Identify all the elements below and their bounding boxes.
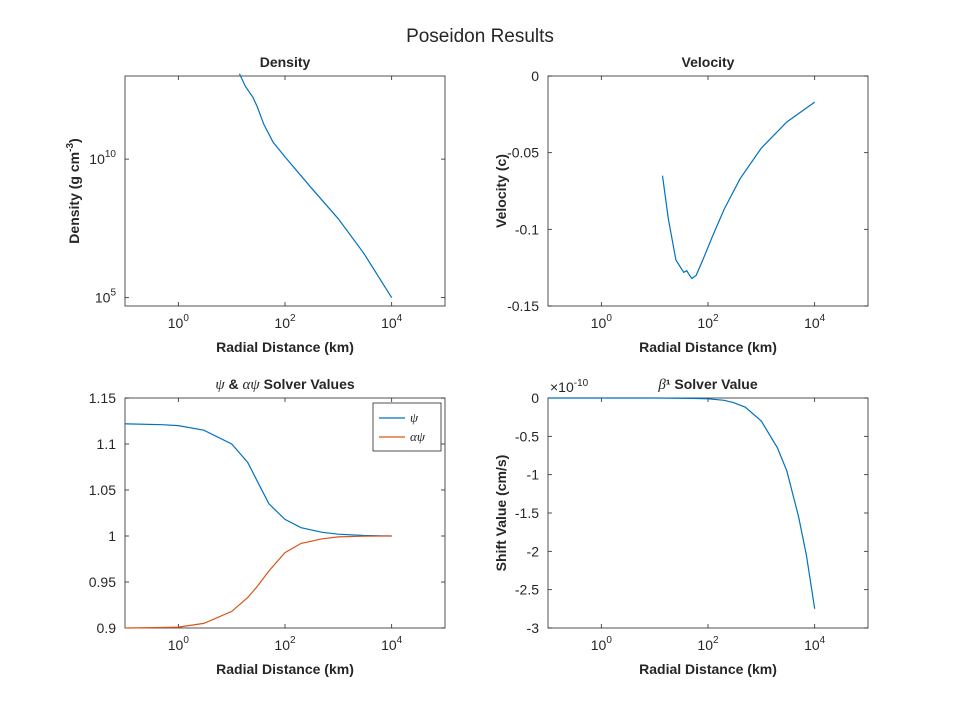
- y-tick-label: 1: [108, 528, 116, 544]
- subplot-solver-psi: 100 102 104 0.9 0.95 1 1.05 1.1 1.15 ψ & αψ Solve…: [89, 376, 446, 677]
- x-tick-label: 104: [381, 313, 403, 331]
- y-axis-label: Density (g cm-3): [65, 138, 82, 243]
- subplot-title: β¹ Solver Value: [657, 376, 758, 393]
- series-line-1: [548, 397, 816, 609]
- legend: ψ αψ: [372, 402, 442, 452]
- y-tick-label: -1.5: [515, 505, 539, 521]
- y-exponent-label: ×10-10: [550, 378, 589, 395]
- y-tick-label: -3: [527, 620, 540, 636]
- y-tick-label: 1.15: [89, 390, 116, 406]
- axes-frame: [124, 75, 446, 307]
- y-axis-label: Velocity (c): [493, 154, 509, 228]
- y-tick-label: -0.5: [515, 428, 539, 444]
- x-tick-label: 100: [591, 635, 613, 653]
- y-tick-label: 0: [531, 390, 539, 406]
- y-tick-label: 1.1: [97, 436, 117, 452]
- figure-title: Poseidon Results: [406, 26, 554, 47]
- x-tick-label: 104: [804, 313, 826, 331]
- y-tick-label: -1: [527, 467, 540, 483]
- series-line-2: [124, 535, 392, 629]
- x-axis-label: Radial Distance (km): [216, 661, 354, 677]
- y-tick-label: -0.15: [507, 298, 539, 314]
- x-tick-label: 102: [697, 635, 719, 653]
- y-tick-label: -2.5: [515, 582, 539, 598]
- legend-box: [372, 402, 442, 452]
- axes-frame: [547, 397, 869, 629]
- y-tick-label: -2: [527, 543, 540, 559]
- x-tick-label: 100: [168, 635, 190, 653]
- y-tick-label: 0.95: [89, 574, 116, 590]
- x-axis-label: Radial Distance (km): [639, 339, 777, 355]
- legend-entry: ψ: [410, 410, 419, 425]
- x-axis-label: Radial Distance (km): [639, 661, 777, 677]
- series-line-1: [124, 423, 392, 537]
- y-tick-label: 1010: [89, 149, 116, 167]
- axes-frame: [547, 75, 869, 307]
- subplot-title: Velocity: [682, 54, 735, 70]
- subplot-density: 100 102 104 105 1010 Density Radial Distance (…: [65, 54, 446, 355]
- y-tick-label: 1.05: [89, 482, 116, 498]
- y-tick-label: 0.9: [97, 620, 117, 636]
- subplot-title: ψ & αψ Solver Values: [215, 376, 355, 393]
- x-tick-label: 100: [591, 313, 613, 331]
- x-tick-label: 102: [274, 635, 296, 653]
- x-tick-label: 100: [168, 313, 190, 331]
- legend-entry: αψ: [410, 429, 426, 444]
- x-tick-label: 102: [274, 313, 296, 331]
- subplot-velocity: 100 102 104 -0.15 -0.1 -0.05 0 Velocity Radial D…: [493, 54, 869, 355]
- x-tick-label: 104: [804, 635, 826, 653]
- subplot-title: Density: [260, 54, 311, 70]
- x-tick-label: 104: [381, 635, 403, 653]
- y-tick-label: -0.05: [507, 145, 539, 161]
- x-axis-label: Radial Distance (km): [216, 339, 354, 355]
- y-axis-label: Shift Value (cm/s): [493, 455, 509, 572]
- y-tick-label: -0.1: [515, 221, 539, 237]
- x-tick-label: 102: [697, 313, 719, 331]
- y-tick-label: 0: [531, 68, 539, 84]
- subplot-solver-beta: 100 102 104 -3 -2.5 -2 -1.5 -1 -0.5 0 β¹ Solver Va…: [493, 376, 869, 677]
- series-line-1: [238, 73, 393, 299]
- series-line-1: [661, 101, 816, 280]
- y-tick-label: 105: [95, 288, 117, 306]
